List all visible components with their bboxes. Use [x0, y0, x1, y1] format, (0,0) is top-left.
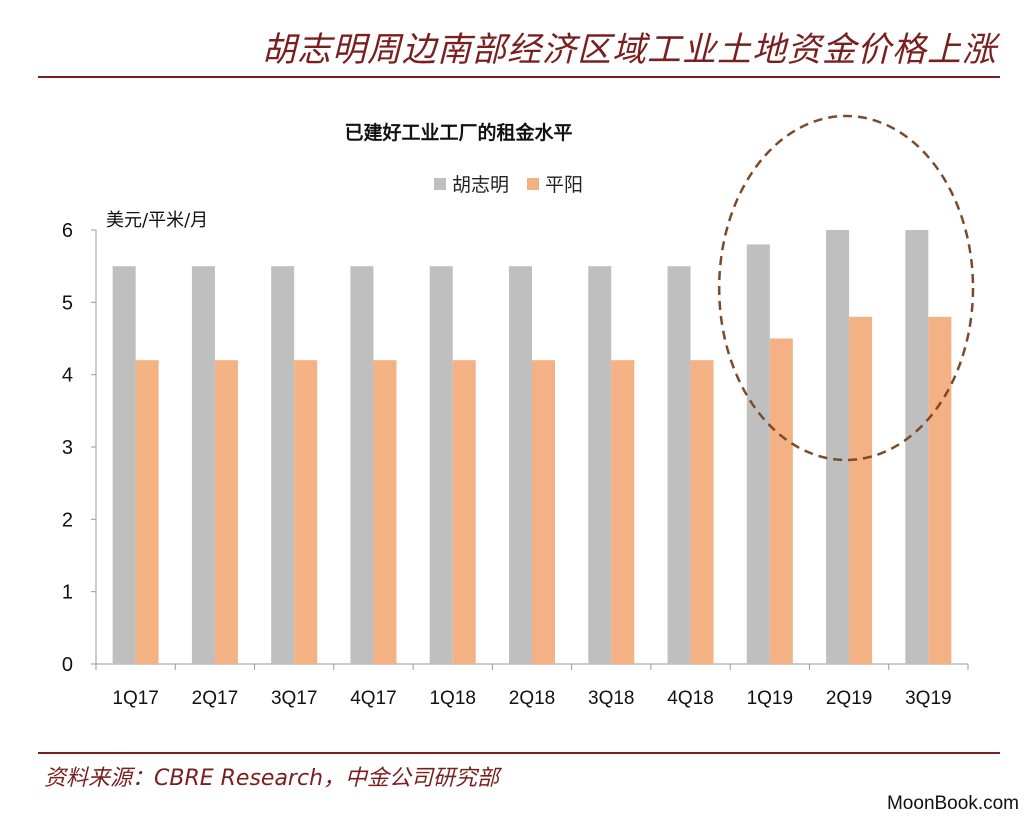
bar-hcm — [667, 266, 691, 664]
x-tick-label: 2Q19 — [826, 688, 872, 709]
bar-binhduong — [214, 360, 238, 664]
highlight-ellipse — [717, 114, 975, 462]
bar-hcm — [112, 266, 136, 664]
x-tick-label: 3Q18 — [588, 688, 634, 709]
y-tick-label: 3 — [62, 437, 73, 459]
x-tick-label: 3Q17 — [271, 688, 317, 709]
page-title: 胡志明周边南部经济区域工业土地资金价格上涨 — [262, 30, 997, 70]
legend-swatch-hcm — [434, 177, 446, 190]
x-tick-label: 1Q19 — [747, 688, 793, 709]
legend-label-hcm: 胡志明 — [452, 174, 510, 196]
bar-hcm — [588, 266, 612, 664]
y-tick-label: 0 — [62, 654, 73, 676]
x-tick-label: 4Q17 — [350, 688, 396, 709]
bar-hcm — [350, 266, 374, 664]
y-axis-unit-label: 美元/平米/月 — [106, 210, 209, 231]
bar-binhduong — [690, 360, 714, 664]
x-tick-label: 2Q17 — [192, 688, 238, 709]
bar-binhduong — [532, 360, 555, 664]
chart-title: 已建好工业工厂的租金水平 — [344, 122, 573, 144]
bar-hcm — [429, 266, 453, 664]
bar-binhduong — [294, 360, 318, 664]
bar-binhduong — [928, 316, 952, 664]
bar-binhduong — [135, 360, 159, 664]
bar-hcm — [826, 230, 850, 664]
y-tick-label: 4 — [62, 365, 73, 387]
bar-binhduong — [452, 360, 476, 664]
bar-hcm — [905, 230, 929, 664]
y-tick-label: 6 — [62, 220, 73, 242]
x-tick-label: 4Q18 — [667, 688, 713, 709]
header-rule — [38, 76, 1000, 78]
watermark: MoonBook.com — [886, 793, 1019, 814]
legend-label-binhduong: 平阳 — [545, 174, 584, 196]
bar-hcm — [191, 266, 215, 664]
bar-binhduong — [769, 338, 793, 664]
bar-binhduong — [373, 360, 397, 664]
footer-rule — [38, 752, 1000, 754]
legend-item-binhduong: 平阳 — [527, 170, 583, 197]
bar-binhduong — [849, 316, 873, 664]
y-tick-label: 5 — [62, 292, 73, 314]
source-note: 资料来源：CBRE Research，中金公司研究部 — [44, 766, 500, 791]
x-tick-label: 2Q18 — [509, 688, 555, 709]
x-tick-label: 1Q18 — [429, 688, 475, 709]
chart-legend: 胡志明 平阳 — [434, 170, 601, 197]
bar-hcm — [509, 266, 532, 664]
bar-hcm — [271, 266, 295, 664]
bar-binhduong — [611, 360, 635, 664]
x-tick-label: 3Q19 — [905, 688, 951, 709]
legend-item-hcm: 胡志明 — [434, 170, 509, 197]
x-tick-label: 1Q17 — [112, 688, 158, 709]
y-tick-label: 2 — [62, 509, 73, 531]
bar-hcm — [746, 244, 770, 664]
y-tick-label: 1 — [62, 582, 73, 604]
legend-swatch-binhduong — [527, 177, 540, 190]
